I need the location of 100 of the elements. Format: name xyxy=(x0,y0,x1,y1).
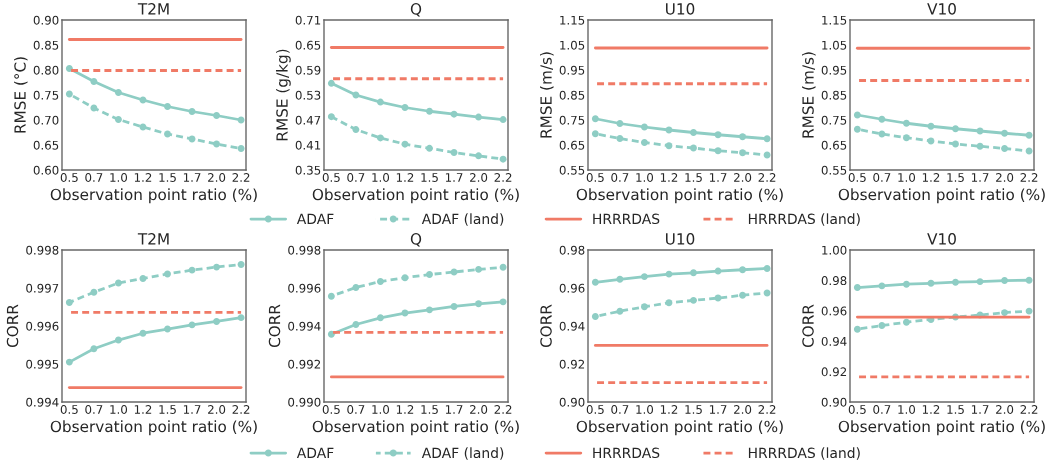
point xyxy=(976,278,984,286)
x-tick-label: 2.2 xyxy=(1020,172,1038,182)
y-tick-label: 0.94 xyxy=(559,321,585,331)
point xyxy=(591,278,599,286)
x-tick-label: 0.5 xyxy=(322,404,340,414)
point xyxy=(426,271,433,278)
chart-title: Q xyxy=(410,233,422,247)
chart-title: V10 xyxy=(927,3,956,15)
point xyxy=(237,260,245,268)
x-tick-label: 0.5 xyxy=(322,172,340,182)
point xyxy=(188,266,196,274)
chart-title: T2M xyxy=(137,233,169,245)
point xyxy=(499,155,507,163)
point xyxy=(499,116,507,124)
x-axis-title: Observation point ratio (%) xyxy=(576,188,783,204)
y-tick-label: 0.994 xyxy=(288,321,321,331)
y-tick-label: 1.15 xyxy=(822,15,847,25)
y-tick-label: 0.75 xyxy=(559,115,585,125)
y-tick-label: 0.70 xyxy=(33,115,59,125)
point xyxy=(902,134,910,142)
x-tick-label: 2.0 xyxy=(734,172,752,182)
point xyxy=(1001,129,1009,137)
x-tick-label: 2.2 xyxy=(758,404,776,414)
y-tick-label: 1.00 xyxy=(822,245,847,255)
legend-label: HRRRDAS xyxy=(593,213,660,225)
point xyxy=(591,130,599,138)
x-tick-label: 2.2 xyxy=(1020,404,1038,414)
point xyxy=(352,321,360,328)
x-tick-label: 1.7 xyxy=(183,405,201,414)
point xyxy=(902,280,910,288)
y-tick-label: 0.71 xyxy=(295,15,321,25)
point xyxy=(426,144,433,152)
legend-label: HRRRDAS (land) xyxy=(748,447,860,460)
y-tick-label: 0.65 xyxy=(559,140,585,150)
point xyxy=(952,125,959,133)
x-tick-label: 2.0 xyxy=(734,404,752,414)
point xyxy=(475,113,483,121)
x-tick-label: 1.5 xyxy=(947,173,964,182)
point xyxy=(739,291,747,299)
point xyxy=(616,307,624,315)
point xyxy=(475,300,483,308)
y-tick-label: 0.990 xyxy=(288,397,321,407)
y-tick-label: 0.80 xyxy=(33,65,59,75)
x-tick-label: 1.2 xyxy=(660,172,678,182)
x-tick-label: 1.0 xyxy=(110,404,128,414)
x-tick-label: 1.7 xyxy=(709,405,727,414)
point xyxy=(164,130,171,138)
y-tick-label: 0.92 xyxy=(821,367,847,377)
point xyxy=(327,113,335,121)
point xyxy=(139,275,147,282)
x-tick-label: 1.2 xyxy=(660,404,678,414)
y-tick-label: 0.992 xyxy=(288,359,321,369)
y-axis-title: RMSE (m/s) xyxy=(540,52,554,138)
point xyxy=(878,322,886,330)
x-axis-title: Observation point ratio (%) xyxy=(576,420,783,436)
y-tick-label: 0.75 xyxy=(821,115,847,125)
point xyxy=(65,298,73,306)
x-tick-label: 0.7 xyxy=(611,404,629,414)
y-axis-title: RMSE (°C) xyxy=(14,57,28,133)
point xyxy=(878,115,886,123)
x-tick-label: 2.2 xyxy=(494,172,512,182)
point xyxy=(739,149,747,157)
y-tick-label: 0.995 xyxy=(26,359,59,369)
x-tick-label: 1.0 xyxy=(898,404,916,414)
x-tick-label: 0.5 xyxy=(848,172,866,182)
y-tick-label: 0.41 xyxy=(295,140,321,150)
legend-label: ADAF (land) xyxy=(421,213,504,226)
x-tick-label: 1.5 xyxy=(685,173,702,182)
y-axis-title: CORR xyxy=(268,304,281,348)
point xyxy=(902,119,910,127)
point xyxy=(401,140,409,148)
x-tick-label: 1.0 xyxy=(372,404,390,414)
point xyxy=(499,298,507,306)
point xyxy=(1001,145,1009,152)
x-tick-label: 2.2 xyxy=(232,172,250,182)
x-tick-label: 1.5 xyxy=(159,405,176,414)
point xyxy=(763,264,771,272)
point xyxy=(927,122,935,130)
y-tick-label: 0.98 xyxy=(559,245,585,255)
point xyxy=(213,112,221,119)
point xyxy=(616,120,624,127)
y-tick-label: 0.60 xyxy=(33,165,59,175)
y-tick-label: 0.85 xyxy=(821,90,847,100)
point xyxy=(164,103,171,110)
point xyxy=(952,140,959,148)
x-tick-label: 0.7 xyxy=(873,172,891,182)
point xyxy=(376,98,384,106)
x-tick-label: 1.7 xyxy=(709,173,727,182)
y-tick-label: 0.998 xyxy=(288,245,321,255)
point xyxy=(65,358,73,366)
x-tick-label: 1.5 xyxy=(947,405,964,414)
y-tick-label: 1.15 xyxy=(560,15,585,25)
y-tick-label: 0.96 xyxy=(559,283,585,293)
y-tick-label: 0.95 xyxy=(821,65,847,75)
point xyxy=(401,104,409,111)
y-tick-label: 0.85 xyxy=(559,90,585,100)
point xyxy=(401,274,409,282)
point xyxy=(927,279,935,287)
x-tick-label: 0.7 xyxy=(85,404,103,414)
point xyxy=(690,269,697,277)
